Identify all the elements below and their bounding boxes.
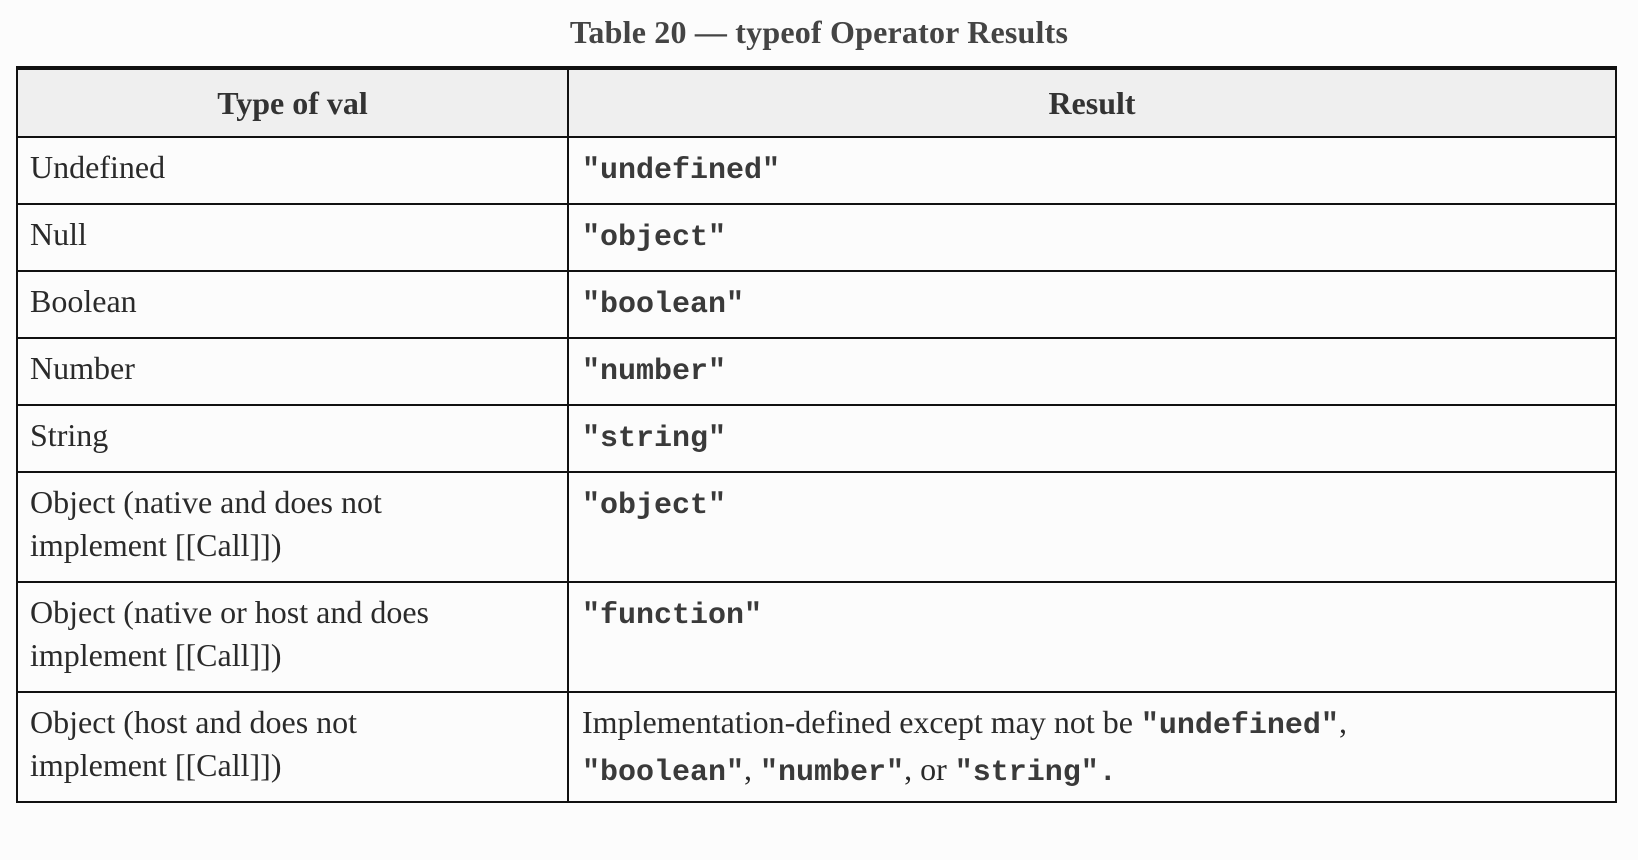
column-header-type: Type of val: [16, 66, 569, 138]
result-code: "number": [582, 355, 727, 389]
header-row: Type of val Result: [16, 66, 1617, 138]
type-line-1: Object (native and does not: [30, 484, 382, 520]
column-header-result: Result: [567, 66, 1617, 138]
type-cell: Object (native or host and does implement…: [16, 581, 569, 693]
type-line-1: Object (native or host and does: [30, 594, 429, 630]
result-cell: "object": [567, 203, 1617, 272]
result-separator: ,: [1338, 704, 1347, 740]
result-code: "object": [582, 221, 727, 255]
result-end: .: [1098, 756, 1117, 790]
type-cell: String: [16, 404, 569, 473]
result-code: "string": [582, 422, 727, 456]
column-header-type-val: val: [326, 84, 368, 121]
table-row: Undefined "undefined": [16, 136, 1617, 205]
table-row: Boolean "boolean": [16, 270, 1617, 339]
table-row: Object (native or host and does implement…: [16, 581, 1617, 693]
result-cell: "number": [567, 337, 1617, 406]
type-cell: Null: [16, 203, 569, 272]
result-code: "boolean": [582, 288, 745, 322]
type-cell: Number: [16, 337, 569, 406]
table-row: Number "number": [16, 337, 1617, 406]
result-cell: "object": [567, 471, 1617, 583]
type-line-1: Object (host and does not: [30, 704, 358, 740]
table-row: Object (native and does not implement [[C…: [16, 471, 1617, 583]
result-code: "string": [954, 756, 1099, 790]
table-caption: Table 20 — typeof Operator Results: [569, 14, 1069, 50]
result-cell: "function": [567, 581, 1617, 693]
result-code: "undefined": [1140, 709, 1339, 743]
result-code: "boolean": [582, 756, 745, 790]
result-code: "undefined": [582, 154, 781, 188]
typeof-results-table: Type of val Result Undefined "undefined"…: [16, 66, 1617, 803]
type-cell: Boolean: [16, 270, 569, 339]
result-cell: "boolean": [567, 270, 1617, 339]
type-line-2: implement [[Call]]): [30, 637, 282, 673]
result-cell: Implementation-defined except may not be…: [567, 691, 1617, 803]
result-separator: , or: [904, 751, 955, 787]
table-row: Null "object": [16, 203, 1617, 272]
type-line-2: implement [[Call]]): [30, 527, 282, 563]
result-cell: "undefined": [567, 136, 1617, 205]
column-header-type-prefix: Type of: [217, 84, 327, 121]
type-cell: Object (native and does not implement [[C…: [16, 471, 569, 583]
result-separator: ,: [744, 751, 761, 787]
result-code: "object": [582, 489, 727, 523]
result-cell: "string": [567, 404, 1617, 473]
type-line-2: implement [[Call]]): [30, 747, 282, 783]
result-code: "number": [760, 756, 905, 790]
table-row: String "string": [16, 404, 1617, 473]
type-cell: Undefined: [16, 136, 569, 205]
type-cell: Object (host and does not implement [[Cal…: [16, 691, 569, 803]
table-row: Object (host and does not implement [[Cal…: [16, 691, 1617, 803]
result-text: Implementation-defined except may not be: [582, 704, 1141, 740]
result-code: "function": [582, 599, 763, 633]
